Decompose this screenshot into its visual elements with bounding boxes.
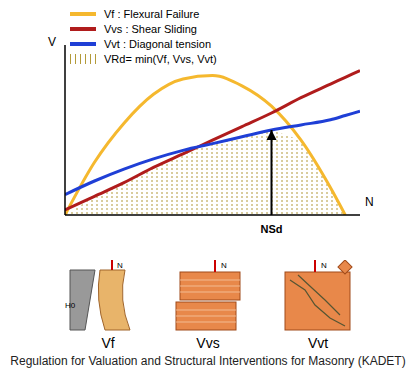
svg-text:Vvt: Vvt	[308, 335, 328, 351]
html-text:V: V	[48, 35, 56, 49]
svg-text:Vf: Vf	[101, 335, 114, 351]
svg-text:Regulation for Valuation and S: Regulation for Valuation and Structural …	[10, 354, 405, 368]
html-text:NSd: NSd	[260, 223, 283, 235]
svg-text:Vvs: Vvs	[196, 335, 219, 351]
html-text:Vvs : Shear Sliding: Vvs : Shear Sliding	[104, 22, 197, 35]
svg-text:H0: H0	[65, 301, 76, 310]
html-text:Vvt : Diagonal tension: Vvt : Diagonal tension	[104, 37, 211, 50]
html-text:VRd= min(Vf, Vvs, Vvt): VRd= min(Vf, Vvs, Vvt)	[104, 52, 217, 65]
svg-text:N: N	[117, 261, 123, 270]
html-text:N: N	[365, 195, 374, 209]
svg-text:N: N	[221, 261, 227, 270]
svg-text:N: N	[321, 261, 327, 270]
html-text:Vf : Flexural Failure: Vf : Flexural Failure	[104, 7, 200, 20]
